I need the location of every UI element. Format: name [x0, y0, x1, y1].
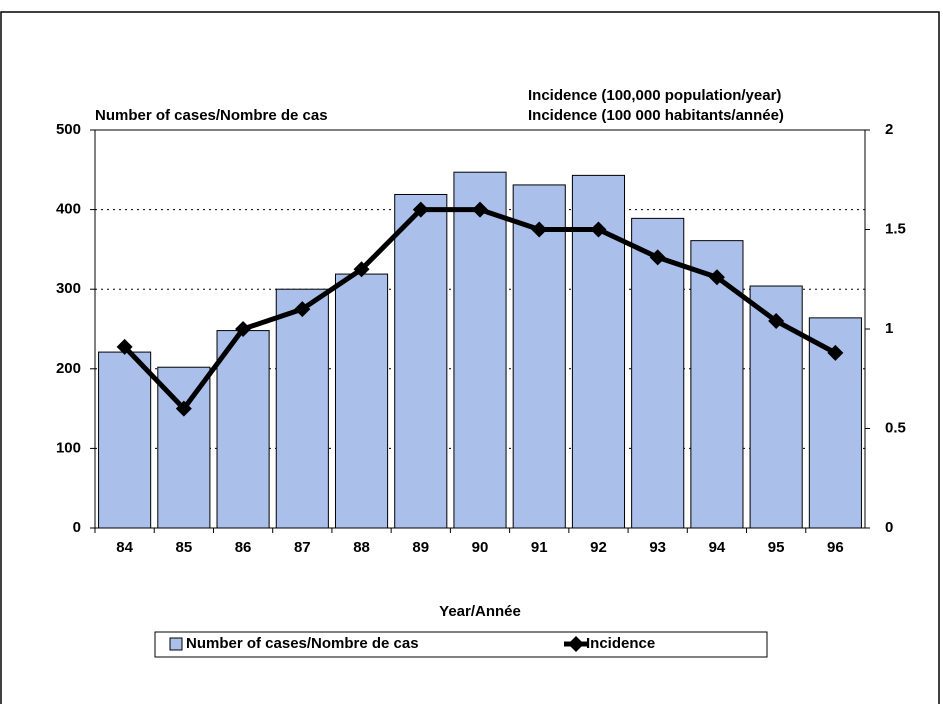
marker: [472, 201, 488, 218]
y2-tick-label: 1.5: [885, 220, 906, 237]
x-tick-label: 93: [649, 539, 666, 556]
y2-tick-label: 0: [885, 519, 893, 536]
legend: [154, 631, 768, 658]
y-tick-label: 100: [56, 439, 81, 456]
y-tick-label: 500: [56, 121, 81, 138]
x-tick-label: 89: [412, 539, 429, 556]
y-axis-title: Number of cases/Nombre de cas: [95, 107, 328, 124]
marker: [235, 321, 252, 337]
marker: [116, 338, 133, 355]
y2-tick-label: 0.5: [885, 419, 906, 436]
x-tick-label: 87: [294, 539, 311, 556]
bar: [749, 285, 803, 529]
marker: [590, 221, 607, 238]
y-tick-label: 400: [56, 201, 81, 218]
y2-axis-title: Incidence (100 000 habitants/année): [528, 107, 784, 124]
marker: [649, 249, 666, 266]
bar: [453, 171, 507, 529]
x-tick-label: 86: [235, 539, 252, 556]
y-tick-label: 300: [56, 280, 81, 297]
legend-swatch: [169, 637, 183, 651]
bar: [512, 184, 566, 529]
legend-label: Incidence: [586, 635, 655, 652]
x-tick-label: 95: [768, 539, 785, 556]
y2-tick-label: 2: [885, 121, 893, 138]
y-tick-label: 0: [73, 519, 81, 536]
y-tick-label: 200: [56, 360, 81, 377]
marker: [768, 313, 785, 330]
frame: [0, 11, 940, 704]
marker: [827, 344, 844, 361]
x-tick-label: 84: [116, 539, 133, 556]
bar: [334, 273, 389, 529]
marker: [353, 261, 370, 278]
marker: [708, 269, 725, 286]
marker: [294, 301, 311, 318]
marker: [175, 400, 192, 417]
bar: [216, 330, 270, 529]
x-axis-title: Year/Année: [439, 603, 521, 620]
x-tick-label: 91: [531, 539, 548, 556]
legend-swatch: [568, 636, 584, 652]
y2-tick-label: 1: [885, 320, 893, 337]
bar: [394, 193, 448, 529]
bar: [808, 317, 862, 529]
bar: [157, 366, 211, 529]
x-tick-label: 85: [176, 539, 193, 556]
x-tick-label: 88: [353, 539, 370, 556]
marker: [531, 221, 548, 238]
y2-axis-title: Incidence (100,000 population/year): [528, 87, 781, 104]
x-tick-label: 90: [472, 539, 489, 556]
x-tick-label: 94: [709, 539, 726, 556]
bar: [275, 288, 329, 529]
legend-label: Number of cases/Nombre de cas: [186, 635, 419, 652]
bar: [98, 351, 152, 529]
x-tick-label: 96: [827, 539, 844, 556]
marker: [412, 201, 429, 218]
x-tick-label: 92: [590, 539, 607, 556]
bar: [631, 217, 685, 529]
